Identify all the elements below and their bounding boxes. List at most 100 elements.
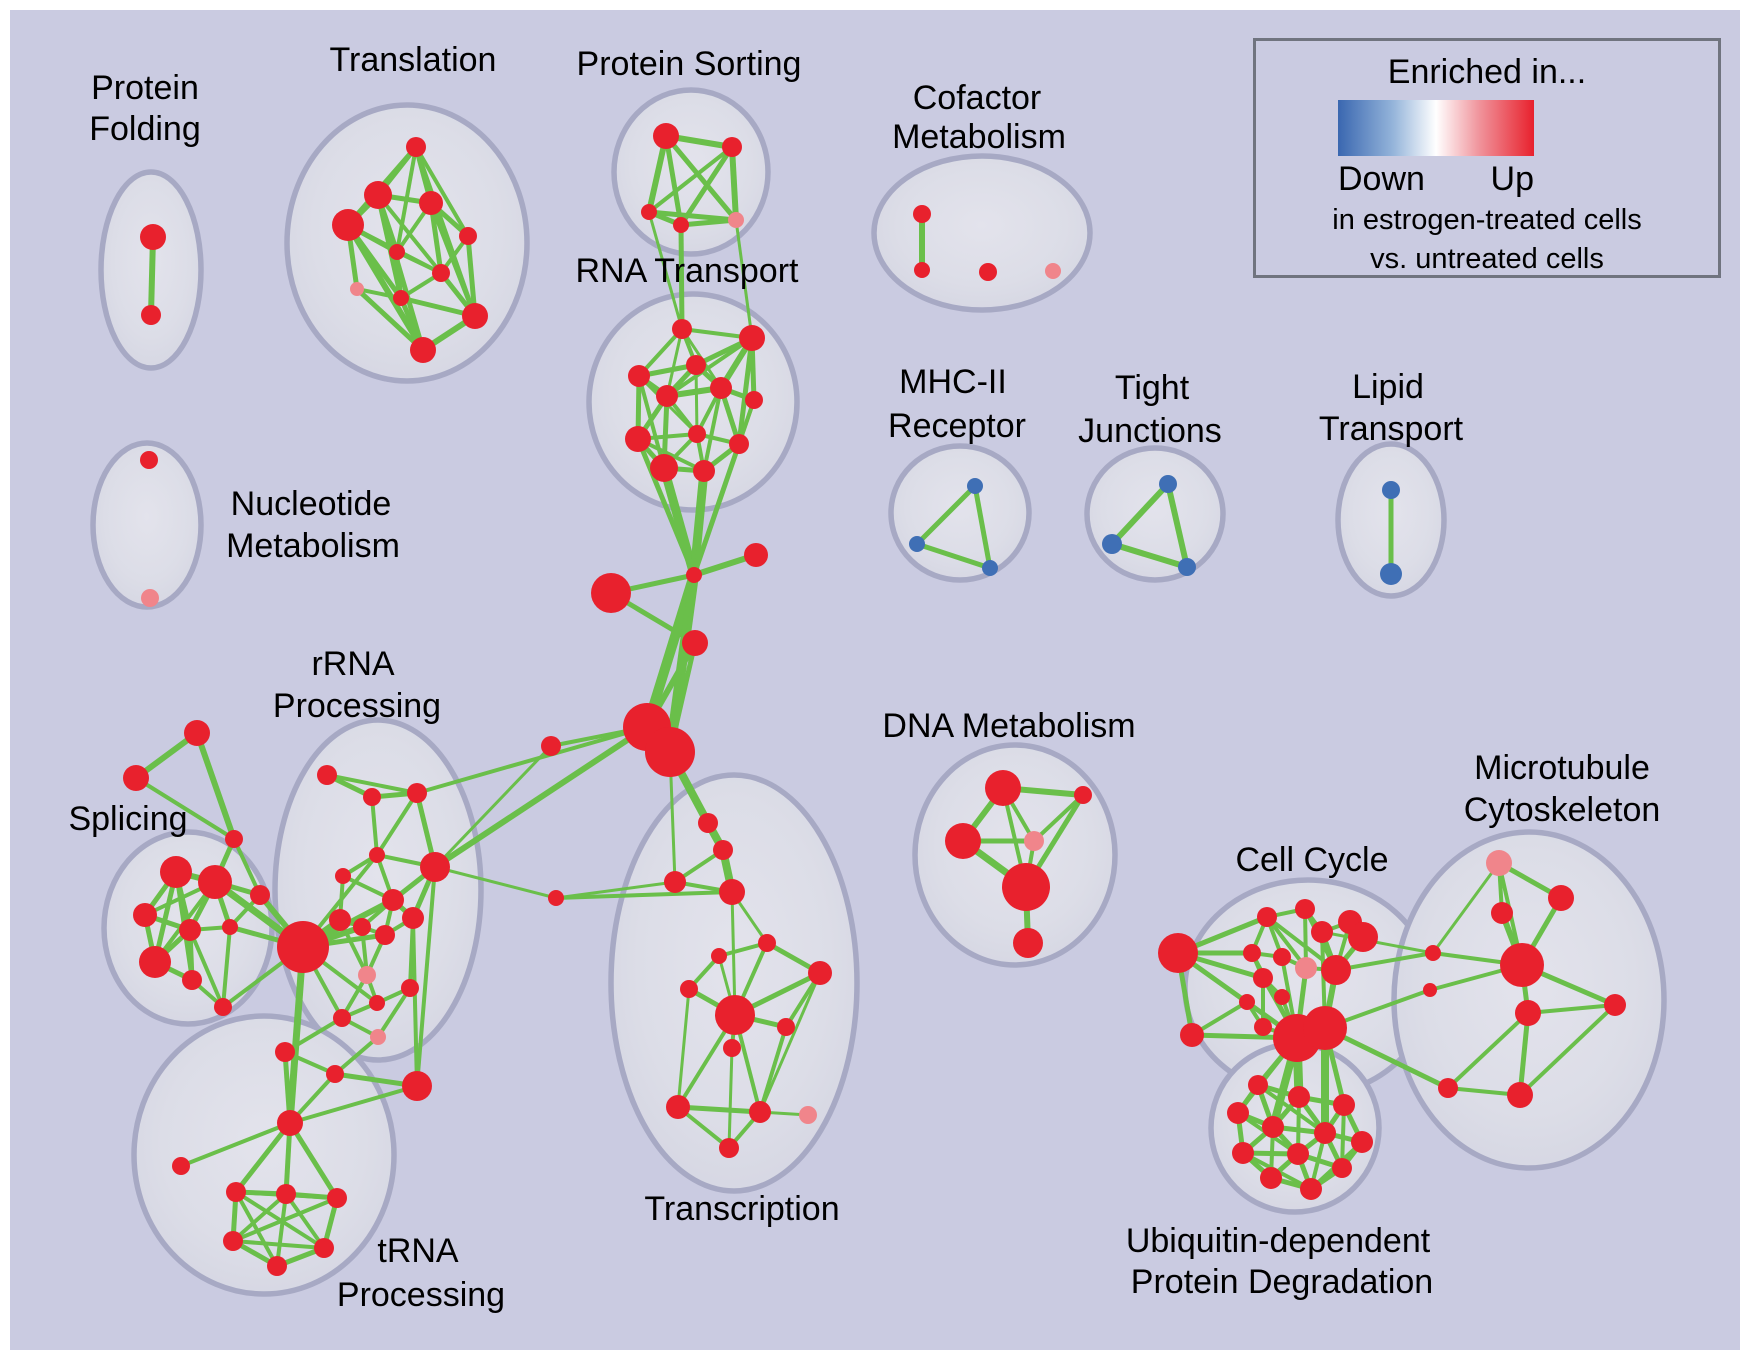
edge [275,1193,288,1267]
edge [284,1192,326,1250]
node-translation-9 [462,303,488,329]
edge [677,1104,761,1115]
node-trans-4 [548,890,564,906]
node-rrna-5 [420,852,450,882]
node-dna-1 [1074,786,1092,804]
node-cell-14 [1254,1018,1272,1036]
cluster-ellipse-cofactor [871,153,1093,313]
edge [758,1026,788,1113]
edge [289,1084,418,1125]
node-translation-7 [350,282,364,296]
node-splice-7 [214,998,232,1016]
edge [1165,483,1190,568]
node-rna-1 [739,325,765,351]
node-rna-3 [628,365,650,387]
node-trans-14 [799,1106,817,1124]
edge [416,725,648,795]
node-rna-7 [688,425,706,443]
node-trans-8 [680,980,698,998]
node-trans-2 [664,871,686,893]
cluster-label-translation-line1: Translation [330,41,497,79]
cluster-label-rrna-line2: Processing [273,687,441,725]
edge [1323,1025,1450,1091]
node-trans-3 [719,879,745,905]
node-nucleotide-0 [140,451,158,469]
cluster-label-trans-line1: Transcription [644,1190,839,1228]
edge [668,470,706,753]
edge [465,235,478,317]
cluster-label-cell-line1: Cell Cycle [1235,841,1388,879]
edge [727,1047,734,1149]
node-sorting-4 [728,212,744,228]
node-rrna-17 [326,1065,344,1083]
edge [758,972,822,1113]
node-dna-5 [1013,928,1043,958]
node-ubi-8 [1287,1143,1309,1165]
edge [734,219,754,339]
node-cofactor-0 [913,205,931,223]
node-dna-4 [1002,863,1050,911]
cluster-ellipse-rrna [272,717,484,1063]
cluster-label-lipid-line1: Lipid [1352,368,1424,406]
node-trans-9 [715,995,755,1035]
legend-up-label: Up [1490,160,1534,198]
node-ubi-3 [1227,1102,1249,1124]
edge [433,744,553,869]
node-rna-8 [625,426,651,452]
edge [1335,951,1434,972]
cluster-label-tight-line1: Tight [1115,369,1190,407]
cluster-label-ubi-line2: Protein Degradation [1131,1263,1433,1301]
node-splice-6 [182,970,202,990]
node-trans-7 [808,961,832,985]
edge [231,1192,288,1243]
edge [345,223,426,352]
legend-caption-line1: in estrogen-treated cells [1332,204,1642,236]
connector-node-h1 [744,543,768,567]
node-trna-7 [267,1256,287,1276]
edge [972,485,993,569]
edge [1256,1083,1327,1135]
legend-endpoint-labels: Down Up [1338,160,1534,199]
node-rna-10 [650,454,678,482]
node-splice-1 [198,865,232,899]
edge [376,986,412,1039]
node-cell-6 [1243,944,1261,962]
node-mt-6 [1515,1000,1541,1026]
edge [678,145,735,227]
node-sorting-0 [653,123,679,149]
cluster-label-cofactor-line1: Cofactor [913,79,1042,117]
legend-gradient-bar [1338,100,1534,156]
edge [411,917,419,1087]
connector-node-h0 [686,567,702,583]
node-mt-7 [1604,994,1626,1016]
node-mt-4 [1425,945,1441,961]
cluster-label-tight-line2: Junctions [1078,412,1222,450]
node-cell-2 [1295,899,1315,919]
cluster-label-nucleotide-line1: Nucleotide [231,485,392,523]
edge [730,891,737,1016]
edge [234,1190,326,1250]
cluster-ellipse-sorting [611,87,771,257]
node-cell-11 [1274,989,1290,1005]
node-mt-0 [1486,850,1512,876]
node-trans-5 [758,934,776,952]
node-rrna-16 [275,1042,295,1062]
edge [665,336,754,398]
node-mhc-0 [967,478,983,494]
edge [415,866,437,1087]
cluster-label-rna-line1: RNA Transport [576,252,800,290]
node-rrna-14 [333,1009,351,1027]
cluster-label-mhc-line2: Receptor [888,407,1026,445]
node-trans-10 [777,1018,795,1036]
node-ubi-7 [1232,1142,1254,1164]
cluster-label-dna-line1: DNA Metabolism [882,707,1135,745]
node-cell-10 [1253,968,1273,988]
cluster-ellipse-dna [912,742,1118,968]
edge [287,1121,340,1200]
node-ubi-0 [1248,1075,1268,1095]
edge [1321,930,1434,955]
edge [180,1121,291,1168]
node-ubi-11 [1300,1178,1322,1200]
node-splice-5 [139,946,171,978]
